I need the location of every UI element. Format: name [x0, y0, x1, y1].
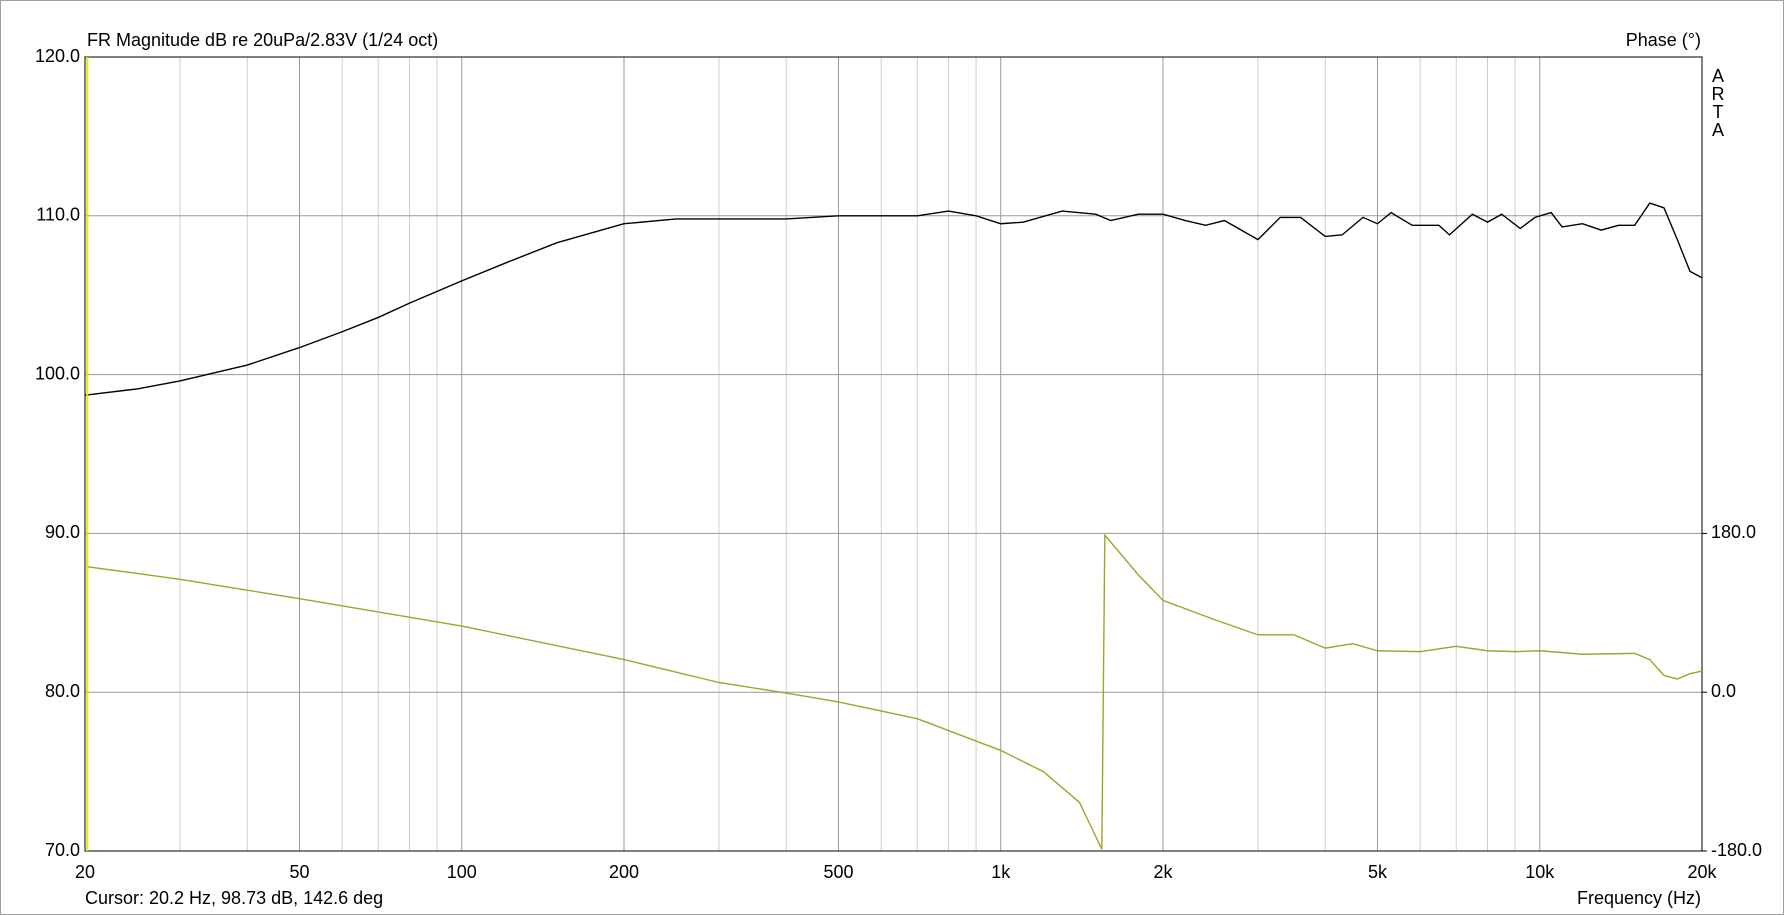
y-tick-label: 110.0 — [36, 205, 80, 225]
x-tick-label: 5k — [1368, 862, 1388, 882]
y-tick-label: 80.0 — [45, 681, 80, 701]
x-axis-label: Frequency (Hz) — [1577, 888, 1701, 908]
plot-area — [85, 57, 1702, 851]
x-tick-label: 10k — [1525, 862, 1555, 882]
x-tick-label: 2k — [1153, 862, 1173, 882]
phase-line — [84, 533, 1703, 850]
y2-tick-label: 0.0 — [1711, 681, 1736, 701]
chart-title: FR Magnitude dB re 20uPa/2.83V (1/24 oct… — [87, 30, 438, 50]
watermark: ARTA — [1708, 66, 1728, 138]
x-tick-label: 20 — [75, 862, 95, 882]
cursor-readout: Cursor: 20.2 Hz, 98.73 dB, 142.6 deg — [85, 888, 383, 908]
y-tick-label: 100.0 — [35, 363, 80, 383]
x-tick-label: 20k — [1687, 862, 1717, 882]
x-tick-label: 50 — [289, 862, 309, 882]
y-tick-label: 70.0 — [45, 840, 80, 860]
x-tick-label: 1k — [991, 862, 1011, 882]
y-tick-label: 120.0 — [35, 46, 80, 66]
x-tick-label: 200 — [609, 862, 639, 882]
magnitude-line — [84, 202, 1703, 396]
y2-tick-label: -180.0 — [1711, 840, 1762, 860]
y-tick-label: 90.0 — [45, 522, 80, 542]
plot-border — [84, 56, 1703, 852]
y2-axis-label: Phase (°) — [1626, 30, 1701, 50]
y2-tick-label: 180.0 — [1711, 522, 1756, 542]
x-tick-label: 500 — [823, 862, 853, 882]
x-tick-label: 100 — [447, 862, 477, 882]
